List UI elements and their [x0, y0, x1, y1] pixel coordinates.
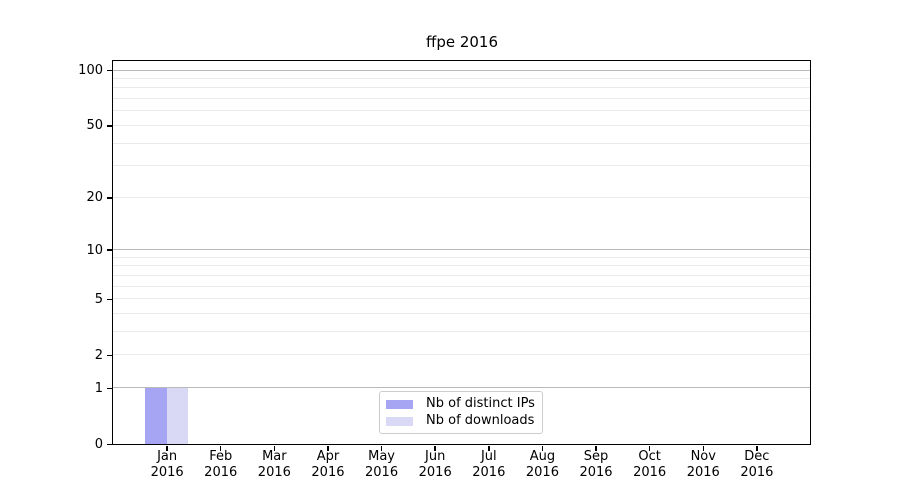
x-tick-year-dec: 2016 [740, 465, 774, 480]
x-tick-mark-feb [219, 446, 222, 451]
gridline-y-2 [113, 354, 810, 356]
chart-title: ffpe 2016 [425, 33, 499, 51]
x-tick-year-nov: 2016 [686, 465, 720, 480]
legend-label-distinct-ips: Nb of distinct IPs [426, 396, 535, 411]
gridline-y-50 [113, 124, 810, 126]
gridline-y-40 [113, 142, 810, 144]
x-tick-month-feb: Feb [209, 449, 233, 464]
x-tick-year-jun: 2016 [418, 465, 452, 480]
x-tick-label-jun: Jun 2016 [407, 449, 463, 481]
legend-entry-downloads: Nb of downloads [386, 414, 536, 428]
y-axis-tick-label-100: 100 [78, 63, 103, 79]
x-tick-mark-apr [327, 446, 329, 451]
y-tick-mark-50 [107, 125, 112, 127]
gridline-y-8 [113, 265, 810, 267]
x-tick-mark-sep [595, 446, 597, 451]
y-axis-tick-label-2: 2 [94, 347, 103, 363]
x-tick-month-sep: Sep [583, 449, 609, 464]
y-tick-mark-5 [107, 298, 112, 301]
gridline-y-1 [113, 387, 810, 389]
x-tick-label-feb: Feb 2016 [193, 449, 249, 481]
gridline-y-5 [113, 298, 810, 300]
x-tick-month-mar: Mar [262, 449, 287, 464]
y-axis-tick-label-50: 50 [86, 118, 103, 134]
x-tick-year-feb: 2016 [204, 465, 238, 480]
legend: Nb of distinct IPs Nb of downloads [379, 391, 543, 434]
gridline-y-4 [113, 313, 810, 315]
gridline-y-20 [113, 196, 810, 198]
x-tick-mark-nov [702, 446, 705, 451]
gridline-y-7 [113, 275, 810, 277]
x-tick-year-mar: 2016 [257, 465, 291, 480]
bar-jan-nb-of-downloads [166, 387, 189, 444]
x-tick-mark-aug [541, 446, 544, 451]
x-tick-month-dec: Dec [744, 449, 770, 464]
plot-area: Nb of distinct IPs Nb of downloads [112, 60, 811, 445]
x-tick-mark-jan [166, 446, 168, 451]
y-tick-mark-100 [107, 69, 112, 72]
x-tick-label-aug: Aug 2016 [514, 449, 570, 481]
x-tick-month-jul: Jul [480, 449, 497, 464]
x-tick-label-dec: Dec 2016 [729, 449, 785, 481]
gridline-y-30 [113, 165, 810, 167]
x-tick-mark-jul [488, 446, 490, 451]
x-tick-month-oct: Oct [638, 449, 661, 464]
x-tick-mark-oct [648, 446, 651, 451]
legend-swatch-distinct-ips [386, 399, 413, 409]
x-tick-year-apr: 2016 [311, 465, 345, 480]
x-tick-month-jun: Jun [425, 449, 446, 464]
x-tick-year-jul: 2016 [472, 465, 506, 480]
y-axis-tick-label-20: 20 [86, 190, 103, 206]
x-tick-label-apr: Apr 2016 [300, 449, 356, 481]
gridline-y-3 [113, 331, 810, 333]
bar-jan-nb-of-distinct-ips [145, 387, 167, 444]
gridline-y-9 [113, 256, 810, 258]
x-tick-month-apr: Apr [316, 449, 340, 464]
legend-entry-distinct-ips: Nb of distinct IPs [386, 397, 536, 411]
gridline-y-70 [113, 98, 810, 100]
x-tick-label-jul: Jul 2016 [461, 449, 517, 481]
y-tick-mark-20 [107, 197, 112, 199]
x-tick-label-oct: Oct 2016 [622, 449, 678, 481]
x-tick-label-mar: Mar 2016 [246, 449, 302, 481]
x-tick-mark-may [380, 446, 383, 451]
x-tick-month-aug: Aug [529, 449, 556, 464]
y-axis-tick-label-0: 0 [94, 437, 103, 452]
legend-label-downloads: Nb of downloads [426, 413, 535, 428]
x-tick-month-nov: Nov [690, 449, 716, 464]
y-tick-mark-0 [107, 443, 112, 446]
y-tick-mark-2 [107, 354, 112, 357]
gridline-y-80 [113, 87, 810, 89]
legend-swatch-downloads [386, 416, 413, 426]
x-tick-label-nov: Nov 2016 [675, 449, 731, 481]
gridline-y-60 [113, 110, 810, 112]
x-tick-label-jan: Jan 2016 [139, 449, 195, 481]
gridline-y-10 [113, 249, 810, 251]
x-tick-year-oct: 2016 [633, 465, 667, 480]
x-tick-label-sep: Sep 2016 [568, 449, 624, 481]
x-tick-year-aug: 2016 [525, 465, 559, 480]
gridline-y-100 [113, 69, 810, 71]
x-tick-label-may: May 2016 [354, 449, 410, 481]
gridline-y-90 [113, 78, 810, 80]
x-tick-year-jan: 2016 [150, 465, 184, 480]
x-tick-year-sep: 2016 [579, 465, 613, 480]
y-tick-mark-1 [107, 387, 112, 390]
x-tick-month-may: May [368, 449, 395, 464]
x-tick-mark-mar [273, 446, 276, 451]
y-axis-tick-label-10: 10 [86, 242, 103, 258]
x-tick-month-jan: Jan [157, 449, 178, 464]
y-axis-tick-label-5: 5 [94, 291, 103, 307]
x-tick-mark-jun [434, 446, 436, 451]
y-axis-tick-label-1: 1 [94, 380, 103, 396]
gridline-y-6 [113, 285, 810, 287]
x-tick-mark-dec [756, 446, 758, 451]
y-tick-mark-10 [107, 249, 112, 251]
x-tick-year-may: 2016 [365, 465, 399, 480]
